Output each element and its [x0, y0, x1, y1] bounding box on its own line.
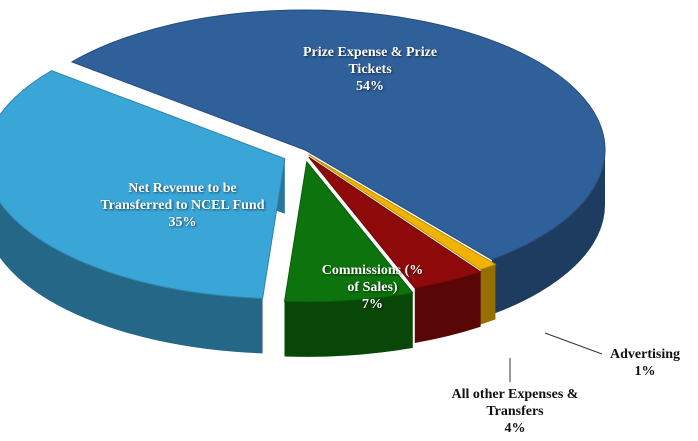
leader-line	[544, 332, 603, 355]
slice-side	[414, 271, 481, 344]
slice-label: Advertising 1%	[590, 346, 698, 380]
slice	[308, 156, 482, 289]
value-label: 7%	[362, 297, 383, 312]
value-label: 1%	[634, 364, 656, 379]
slice	[308, 154, 497, 271]
category-label: All other Expenses & Transfers	[451, 387, 579, 419]
value-label: 4%	[504, 421, 526, 436]
category-label: Prize Expense & Prize Tickets	[302, 45, 438, 77]
slice	[70, 9, 606, 261]
slice-side	[0, 202, 263, 354]
slice-side	[480, 264, 496, 325]
slice-label: Commissions (% of Sales) 7%	[320, 262, 425, 313]
slice-side	[284, 292, 413, 357]
value-label: 54%	[356, 79, 384, 94]
slice	[0, 70, 286, 299]
category-label: Advertising	[610, 347, 680, 362]
category-label: Commissions (% of Sales)	[321, 263, 424, 295]
slice-label: Net Revenue to be Transferred to NCEL Fu…	[95, 180, 270, 231]
slice-label: Prize Expense & Prize Tickets 54%	[290, 44, 450, 95]
slice-label: All other Expenses & Transfers 4%	[440, 386, 590, 437]
category-label: Net Revenue to be Transferred to NCEL Fu…	[100, 181, 265, 213]
slice	[283, 160, 414, 303]
value-label: 35%	[168, 215, 197, 230]
